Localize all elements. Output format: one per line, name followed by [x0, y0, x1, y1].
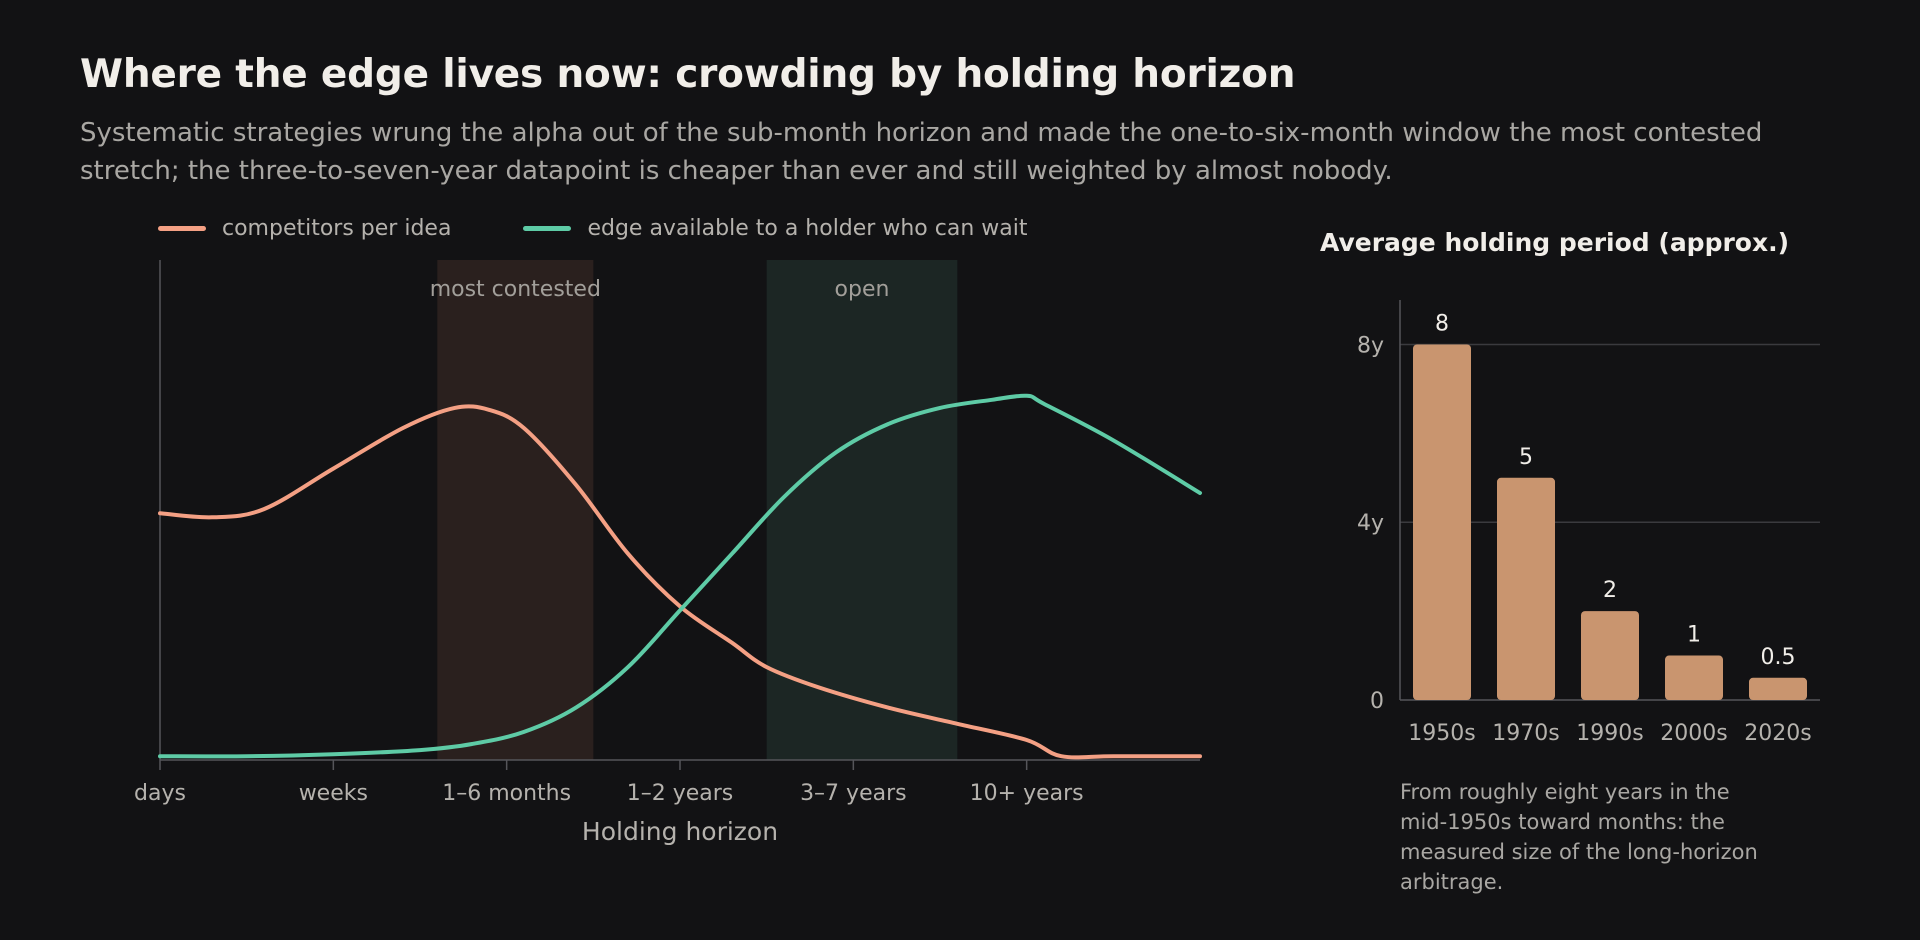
y-tick-label-0: 0: [1370, 689, 1384, 714]
bar-2020s: [1749, 677, 1807, 700]
bar-value-label-1950s: 8: [1435, 311, 1449, 336]
bar-category-label-2000s: 2000s: [1660, 721, 1727, 746]
x-tick-label-10-years: 10+ years: [970, 781, 1084, 806]
bar-category-label-1990s: 1990s: [1576, 721, 1643, 746]
side-chart-title: Average holding period (approx.): [1320, 228, 1790, 257]
x-tick-label-3-7-years: 3–7 years: [800, 781, 907, 806]
legend-label-competitors: competitors per idea: [222, 215, 452, 241]
band-label-open: open: [835, 277, 890, 302]
bar-2000s: [1665, 655, 1723, 700]
bar-value-label-1970s: 5: [1519, 445, 1533, 470]
band-label-most-contested: most contested: [430, 277, 601, 302]
legend-swatch-competitors: [158, 225, 206, 231]
legend: competitors per idea edge available to a…: [158, 212, 1099, 244]
bar-category-label-2020s: 2020s: [1744, 721, 1811, 746]
bar-category-label-1970s: 1970s: [1492, 721, 1559, 746]
legend-item-competitors: competitors per idea: [158, 216, 451, 241]
chart-title: Where the edge lives now: crowding by ho…: [80, 52, 1296, 97]
y-tick-label-8y: 8y: [1357, 333, 1384, 358]
chart-subtitle: Systematic strategies wrung the alpha ou…: [80, 118, 1763, 186]
bar-value-label-1990s: 2: [1603, 578, 1617, 603]
legend-swatch-edge: [523, 225, 572, 231]
bar-1950s: [1413, 344, 1471, 700]
legend-label-edge: edge available to a holder who can wait: [587, 215, 1028, 241]
x-tick-label-days: days: [134, 781, 186, 806]
bar-category-label-1950s: 1950s: [1408, 721, 1475, 746]
band-most-contested: [437, 260, 594, 760]
y-tick-label-4y: 4y: [1357, 511, 1384, 536]
x-tick-label-1-2-years: 1–2 years: [627, 781, 734, 806]
bar-value-label-2020s: 0.5: [1761, 645, 1796, 670]
series-line-competitors-per-idea: [158, 404, 1202, 760]
bar-1990s: [1581, 611, 1639, 700]
legend-item-edge: edge available to a holder who can wait: [523, 216, 1027, 241]
bar-1970s: [1497, 477, 1555, 700]
side-chart-note: From roughly eight years in the mid-1950…: [1400, 780, 1758, 894]
x-tick-label-1-6-months: 1–6 months: [442, 781, 571, 806]
bar-value-label-2000s: 1: [1687, 623, 1701, 648]
band-open: [766, 260, 958, 760]
x-tick-label-weeks: weeks: [299, 781, 368, 806]
x-axis-label: Holding horizon: [582, 817, 778, 846]
series-line-edge-available-to-a-holder-who-can-wait: [158, 393, 1202, 759]
